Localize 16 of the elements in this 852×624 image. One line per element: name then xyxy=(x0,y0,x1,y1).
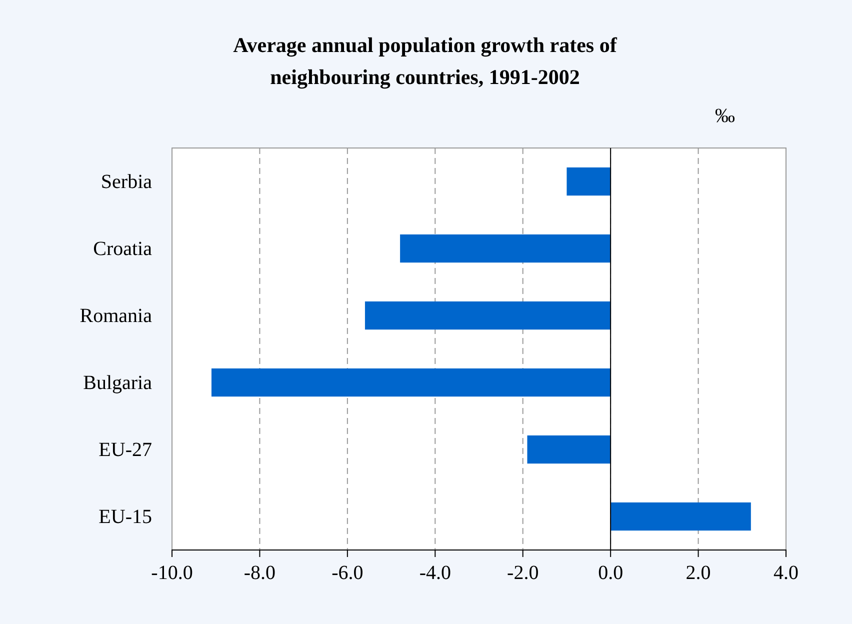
chart-title: Average annual population growth rates of neighbouring countries, 1991-2002 xyxy=(233,33,618,89)
y-tick-label: Croatia xyxy=(93,238,152,260)
x-tick-label: -2.0 xyxy=(507,562,539,584)
y-tick-label: Serbia xyxy=(100,170,152,193)
x-tick-label: -6.0 xyxy=(332,562,364,584)
x-tick-label: 4.0 xyxy=(774,562,798,584)
x-tick-label: 0.0 xyxy=(598,562,624,584)
y-tick-label: EU-15 xyxy=(98,506,152,528)
x-tick-label: 2.0 xyxy=(686,562,711,584)
y-tick-label: Bulgaria xyxy=(83,372,152,394)
x-tick-label: -10.0 xyxy=(151,562,193,584)
y-tick-label: Romania xyxy=(80,304,152,327)
y-tick-label: EU-27 xyxy=(98,438,152,461)
x-tick-label: -4.0 xyxy=(419,562,451,584)
x-tick-label: -8.0 xyxy=(244,562,276,584)
text: ‰ xyxy=(715,105,735,127)
